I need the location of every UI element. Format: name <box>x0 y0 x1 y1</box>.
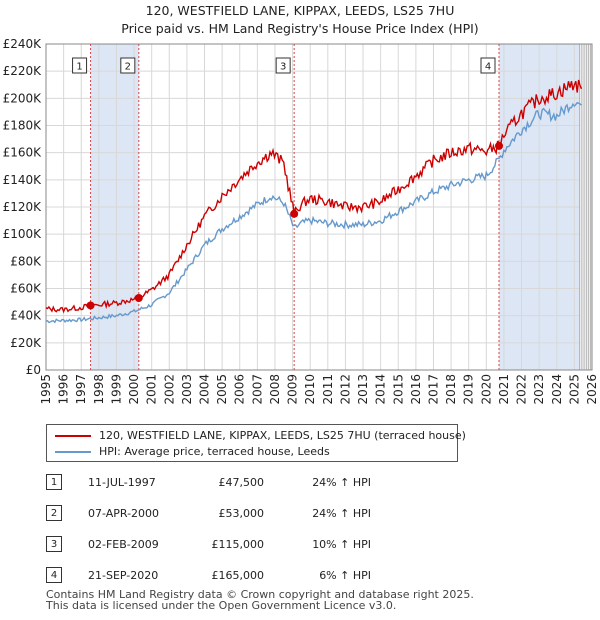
x-tick-label: 2004 <box>198 374 212 405</box>
y-tick-label: £240K <box>3 37 43 51</box>
sale-labels: 1 2 3 4 <box>72 57 496 74</box>
y-tick-label: £180K <box>3 119 43 133</box>
y-tick-label: £100K <box>3 227 43 241</box>
x-tick-label: 2014 <box>374 374 388 405</box>
x-tick-label: 2015 <box>391 374 405 405</box>
title-line-1: 120, WESTFIELD LANE, KIPPAX, LEEDS, LS25… <box>145 3 455 18</box>
sale-label-box <box>480 57 496 74</box>
table-row: 4 21-SEP-2020 £165,000 6% ↑ HPI <box>46 567 586 585</box>
x-tick-label: 2013 <box>356 374 370 405</box>
x-tick-label: 2016 <box>409 374 423 405</box>
sale-points <box>86 141 504 310</box>
sale-hpi-change: 10% ↑ HPI <box>312 538 371 551</box>
x-tick-label: 2020 <box>479 374 493 405</box>
x-tick-label: 2010 <box>303 374 317 405</box>
sale-number-badge: 1 <box>46 474 62 490</box>
table-row: 1 11-JUL-1997 £47,500 24% ↑ HPI <box>46 474 586 492</box>
x-tick-label: 2017 <box>426 374 440 405</box>
sale-price: £53,000 <box>218 507 265 520</box>
footer-line-1: Contains HM Land Registry data © Crown c… <box>46 588 474 601</box>
x-tick-label: 2019 <box>462 374 476 405</box>
sale-point <box>290 209 299 218</box>
x-tick-label: 2012 <box>338 374 352 405</box>
sale-number-badge: 4 <box>46 567 62 583</box>
sale-point <box>134 294 143 303</box>
sale-hpi-change: 24% ↑ HPI <box>312 476 371 489</box>
x-tick-label: 2002 <box>162 374 176 405</box>
x-tick-label: 2009 <box>286 374 300 405</box>
sale-price: £115,000 <box>211 538 265 551</box>
forecast-region <box>579 44 592 370</box>
x-tick-label: 2026 <box>585 374 599 405</box>
chart-title: 120, WESTFIELD LANE, KIPPAX, LEEDS, LS25… <box>0 2 600 38</box>
x-tick-label: 2022 <box>515 374 529 405</box>
hpi-series-line <box>45 101 582 324</box>
sale-hpi-change: 6% ↑ HPI <box>319 569 371 582</box>
sale-label-number: 2 <box>125 62 131 73</box>
x-tick-label: 1995 <box>39 374 53 405</box>
sale-point <box>86 301 95 310</box>
y-tick-label: £60K <box>10 282 42 296</box>
sale-label-box <box>120 57 136 74</box>
x-tick-label: 2023 <box>532 374 546 405</box>
sale-number-badge: 2 <box>46 505 62 521</box>
y-tick-label: £120K <box>3 200 43 214</box>
sale-date: 02-FEB-2009 <box>88 538 159 551</box>
sale-date: 21-SEP-2020 <box>88 569 159 582</box>
y-tick-label: £80K <box>10 254 42 268</box>
y-tick-label: £40K <box>10 309 42 323</box>
sale-label-box <box>275 57 291 74</box>
y-tick-label: £160K <box>3 146 43 160</box>
price-chart: £0 £20K £40K £60K £80K £100K £120K £140K £160K £1… <box>3 37 599 405</box>
y-tick-label: £220K <box>3 64 43 78</box>
forecast-area <box>579 44 592 370</box>
sale-date: 11-JUL-1997 <box>88 476 156 489</box>
legend-swatch-property <box>55 435 91 437</box>
y-tick-label: £20K <box>10 336 42 350</box>
x-tick-label: 2008 <box>268 374 282 405</box>
footer-line-2: This data is licensed under the Open Gov… <box>46 599 397 612</box>
legend-label-hpi: HPI: Average price, terraced house, Leed… <box>99 445 330 458</box>
y-tick-label: £0 <box>26 363 41 377</box>
x-tick-label: 2024 <box>550 374 564 405</box>
x-tick-label: 1996 <box>57 374 71 405</box>
x-tick-label: 1999 <box>109 374 123 405</box>
sale-hpi-change: 24% ↑ HPI <box>312 507 371 520</box>
footer-attribution: Contains HM Land Registry data © Crown c… <box>46 589 474 611</box>
sale-price: £165,000 <box>211 569 265 582</box>
legend: 120, WESTFIELD LANE, KIPPAX, LEEDS, LS25… <box>46 424 466 462</box>
legend-swatch-hpi <box>55 451 91 453</box>
x-tick-label: 2003 <box>180 374 194 405</box>
sale-label-number: 4 <box>485 62 491 73</box>
x-tick-label: 2001 <box>145 374 159 405</box>
title-line-2: Price paid vs. HM Land Registry's House … <box>121 21 479 36</box>
x-tick-label: 2011 <box>321 374 335 405</box>
table-row: 2 07-APR-2000 £53,000 24% ↑ HPI <box>46 505 586 523</box>
x-tick-label: 2021 <box>497 374 511 405</box>
legend-label-property: 120, WESTFIELD LANE, KIPPAX, LEEDS, LS25… <box>99 429 466 442</box>
x-tick-label: 2018 <box>444 374 458 405</box>
sale-label-number: 1 <box>76 62 82 73</box>
y-tick-label: £200K <box>3 91 43 105</box>
y-tick-label: £140K <box>3 173 43 187</box>
x-tick-label: 2006 <box>233 374 247 405</box>
axes: £0 £20K £40K £60K £80K £100K £120K £140K £160K £1… <box>3 37 599 405</box>
sale-label-box <box>72 57 88 74</box>
sale-point <box>495 141 504 150</box>
x-tick-label: 2000 <box>127 374 141 405</box>
x-tick-label: 1997 <box>74 374 88 405</box>
sale-price: £47,500 <box>218 476 265 489</box>
sale-number-badge: 3 <box>46 536 62 552</box>
sale-label-number: 3 <box>280 62 286 73</box>
table-row: 3 02-FEB-2009 £115,000 10% ↑ HPI <box>46 536 586 554</box>
sale-date: 07-APR-2000 <box>88 507 160 520</box>
x-tick-label: 2007 <box>250 374 264 405</box>
x-tick-label: 2005 <box>215 374 229 405</box>
plot-frame <box>45 43 593 371</box>
x-tick-label: 2025 <box>567 374 581 405</box>
x-tick-label: 1998 <box>92 374 106 405</box>
